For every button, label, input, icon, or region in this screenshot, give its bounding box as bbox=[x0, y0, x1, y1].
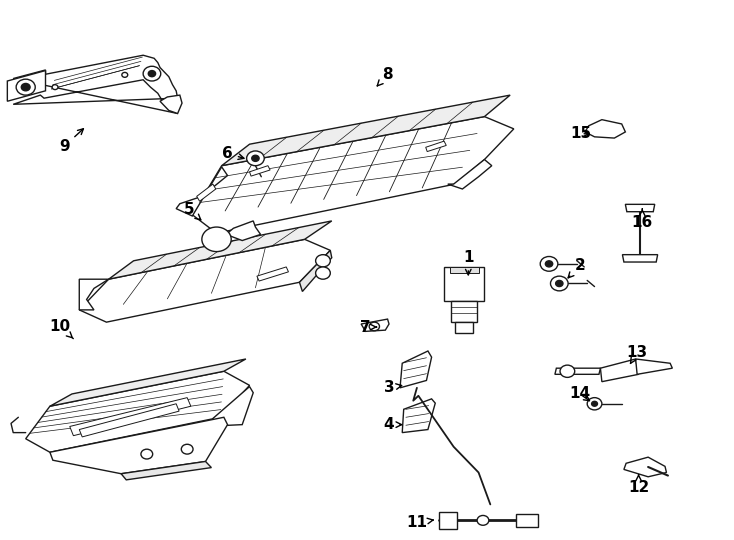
Circle shape bbox=[52, 85, 58, 90]
Text: 3: 3 bbox=[384, 380, 401, 395]
Polygon shape bbox=[160, 95, 182, 113]
Polygon shape bbox=[439, 512, 457, 529]
Circle shape bbox=[141, 449, 153, 459]
Polygon shape bbox=[13, 55, 178, 113]
Polygon shape bbox=[600, 359, 639, 382]
Polygon shape bbox=[121, 462, 211, 480]
Circle shape bbox=[143, 66, 161, 81]
Polygon shape bbox=[250, 166, 270, 176]
Text: 16: 16 bbox=[632, 209, 653, 230]
Polygon shape bbox=[50, 417, 228, 474]
Polygon shape bbox=[213, 387, 253, 426]
Polygon shape bbox=[636, 359, 672, 374]
Polygon shape bbox=[585, 120, 625, 138]
Polygon shape bbox=[79, 239, 330, 322]
Circle shape bbox=[316, 267, 330, 279]
Circle shape bbox=[202, 227, 231, 252]
Text: 1: 1 bbox=[463, 250, 473, 275]
Text: 5: 5 bbox=[184, 202, 201, 220]
Polygon shape bbox=[299, 251, 332, 292]
Polygon shape bbox=[451, 301, 477, 322]
Text: 8: 8 bbox=[377, 68, 393, 86]
Circle shape bbox=[540, 256, 558, 271]
Polygon shape bbox=[450, 267, 479, 273]
Circle shape bbox=[556, 280, 563, 287]
Polygon shape bbox=[79, 404, 179, 437]
Polygon shape bbox=[400, 351, 432, 388]
Polygon shape bbox=[109, 221, 332, 279]
Text: 7: 7 bbox=[360, 320, 377, 335]
Circle shape bbox=[122, 72, 128, 77]
Text: 14: 14 bbox=[570, 387, 590, 401]
Polygon shape bbox=[555, 368, 600, 374]
Circle shape bbox=[560, 365, 575, 377]
Polygon shape bbox=[50, 359, 246, 406]
Polygon shape bbox=[361, 319, 389, 332]
Polygon shape bbox=[70, 397, 191, 436]
Polygon shape bbox=[624, 457, 666, 477]
Circle shape bbox=[592, 401, 597, 406]
Circle shape bbox=[369, 322, 379, 330]
Circle shape bbox=[181, 444, 193, 454]
Circle shape bbox=[247, 151, 264, 166]
Text: 2: 2 bbox=[568, 258, 585, 278]
Circle shape bbox=[252, 155, 259, 161]
Polygon shape bbox=[444, 267, 484, 301]
Polygon shape bbox=[625, 204, 655, 212]
Text: 10: 10 bbox=[50, 319, 73, 339]
Polygon shape bbox=[516, 514, 538, 526]
Polygon shape bbox=[79, 279, 109, 310]
Circle shape bbox=[16, 79, 35, 95]
Polygon shape bbox=[622, 255, 658, 262]
Polygon shape bbox=[257, 267, 288, 281]
Polygon shape bbox=[455, 322, 473, 333]
Text: 15: 15 bbox=[571, 126, 592, 141]
Text: 12: 12 bbox=[628, 475, 649, 495]
Polygon shape bbox=[26, 371, 250, 452]
Polygon shape bbox=[426, 141, 446, 152]
Polygon shape bbox=[402, 399, 435, 433]
Circle shape bbox=[587, 397, 602, 410]
Circle shape bbox=[316, 255, 330, 267]
Circle shape bbox=[550, 276, 568, 291]
Polygon shape bbox=[192, 117, 514, 233]
Polygon shape bbox=[7, 71, 46, 101]
Text: 4: 4 bbox=[384, 417, 401, 432]
Circle shape bbox=[148, 71, 156, 77]
Polygon shape bbox=[222, 95, 510, 166]
Polygon shape bbox=[197, 184, 216, 201]
Polygon shape bbox=[176, 167, 228, 216]
Circle shape bbox=[477, 516, 489, 525]
Text: 11: 11 bbox=[407, 515, 433, 530]
Text: 13: 13 bbox=[627, 346, 647, 363]
Polygon shape bbox=[226, 221, 261, 240]
Text: 6: 6 bbox=[222, 146, 244, 161]
Circle shape bbox=[545, 261, 553, 267]
Circle shape bbox=[21, 84, 30, 91]
Polygon shape bbox=[448, 159, 492, 189]
Text: 9: 9 bbox=[59, 129, 84, 153]
